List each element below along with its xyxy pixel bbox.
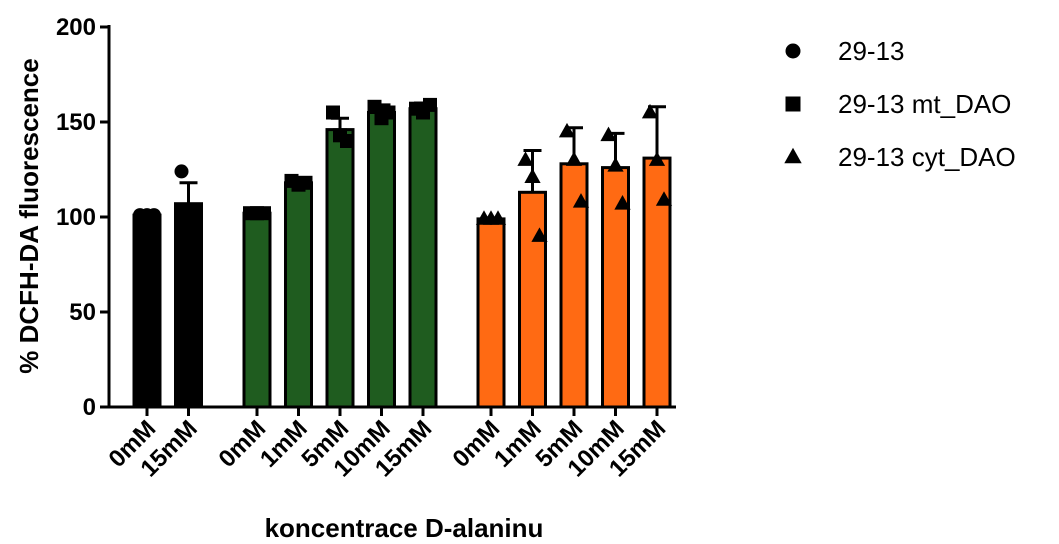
legend-label: 29-13	[838, 36, 905, 66]
y-tick-label: 200	[56, 14, 96, 41]
data-point	[600, 126, 617, 142]
bar	[284, 181, 313, 409]
data-point	[648, 151, 666, 166]
y-tick-label: 150	[56, 109, 96, 136]
data-point	[298, 175, 313, 190]
data-point	[147, 208, 161, 223]
data-point	[174, 164, 189, 179]
x-tick-label: 1mM	[255, 415, 313, 473]
data-point	[340, 134, 354, 148]
square-icon	[785, 96, 801, 112]
circle-icon	[785, 43, 801, 59]
legend-item: 29-13	[785, 36, 905, 66]
data-point	[614, 195, 631, 210]
bar	[325, 128, 355, 409]
legend-label: 29-13 mt_DAO	[838, 89, 1011, 119]
bar	[367, 111, 396, 409]
data-point	[531, 227, 548, 242]
data-point	[607, 157, 624, 172]
data-point	[188, 215, 203, 230]
data-point	[326, 105, 340, 120]
bar	[174, 202, 203, 409]
y-tick-label: 0	[83, 394, 96, 421]
bar	[408, 107, 438, 409]
data-point	[565, 151, 583, 166]
bar	[476, 217, 506, 409]
bar	[132, 213, 162, 409]
data-point	[558, 122, 576, 138]
legend-item: 29-13 mt_DAO	[785, 89, 1011, 119]
x-tick-label: 0mM	[213, 415, 271, 473]
y-tick-label: 50	[69, 299, 96, 326]
legend: 29-13 29-13 mt_DAO 29-13 cyt_DAO	[784, 36, 1016, 172]
data-point	[572, 193, 590, 208]
bar	[518, 190, 547, 409]
y-axis-title: % DCFH-DA fluorescence	[14, 58, 44, 373]
bars	[132, 97, 673, 409]
data-point	[489, 210, 507, 225]
data-point	[641, 103, 659, 119]
data-point	[524, 168, 541, 183]
data-point	[423, 97, 437, 112]
legend-item: 29-13 cyt_DAO	[784, 142, 1016, 172]
x-axis-title: koncentrace D-alaninu	[265, 513, 544, 543]
bar	[242, 211, 272, 409]
data-point	[517, 151, 534, 166]
data-point	[381, 105, 396, 120]
data-point	[655, 191, 673, 206]
y-tick-label: 100	[56, 204, 96, 231]
x-tick-label: 0mM	[447, 415, 505, 473]
x-tick-label: 1mM	[489, 415, 547, 473]
data-point	[367, 99, 382, 114]
triangle-icon	[784, 147, 802, 164]
data-point	[257, 206, 271, 221]
legend-label: 29-13 cyt_DAO	[838, 142, 1016, 172]
